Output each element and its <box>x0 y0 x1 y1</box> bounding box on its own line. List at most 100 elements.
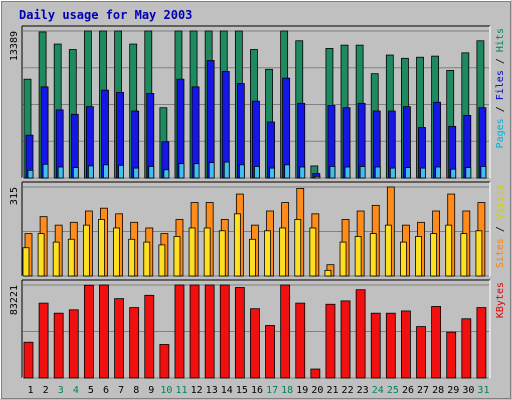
bar-pages-day-15 <box>238 164 245 179</box>
bar-kbytes-day-4 <box>68 309 79 379</box>
bar-kbytes-day-18 <box>280 284 291 379</box>
bar-pages-day-19 <box>299 166 306 179</box>
day-label-31: 31 <box>477 385 489 396</box>
bar-kbytes-day-10 <box>159 344 170 379</box>
bar-pages-day-6 <box>103 164 109 179</box>
bar-pages-day-9 <box>148 166 155 179</box>
bar-pages-day-2 <box>42 163 49 179</box>
bar-sites-day-23 <box>354 236 362 277</box>
bar-kbytes-day-6 <box>99 284 109 379</box>
bar-kbytes-day-5 <box>83 284 94 379</box>
day-label-13: 13 <box>206 385 218 396</box>
day-label-8: 8 <box>133 385 139 396</box>
panel-visits: 315 Sites / Visits <box>9 181 506 277</box>
bar-sites-day-15 <box>233 213 241 277</box>
bar-sites-day-30 <box>460 233 468 277</box>
bar-pages-day-3 <box>57 166 64 179</box>
day-label-7: 7 <box>118 385 124 396</box>
bar-sites-day-17 <box>264 230 271 277</box>
bar-sites-day-5 <box>82 224 90 277</box>
day-label-27: 27 <box>417 385 429 396</box>
bar-kbytes-day-15 <box>234 287 245 379</box>
panel-traffic-legend-part: / <box>495 52 506 70</box>
bar-kbytes-day-25 <box>385 312 396 379</box>
bar-files-day-11 <box>176 78 185 179</box>
panel-traffic: 13389 Pages / Files / Hits <box>9 25 506 179</box>
bar-sites-day-31 <box>475 230 483 277</box>
bar-kbytes-day-28 <box>431 306 442 379</box>
day-label-25: 25 <box>387 385 399 396</box>
bar-sites-day-24 <box>369 233 377 277</box>
bar-pages-day-16 <box>254 166 260 179</box>
bar-pages-day-21 <box>329 166 336 179</box>
panel-traffic-legend-part: Hits <box>495 28 506 52</box>
bar-kbytes-day-8 <box>129 307 140 379</box>
bar-sites-day-28 <box>430 233 438 277</box>
bar-pages-day-30 <box>465 167 472 179</box>
bar-pages-day-14 <box>223 161 230 179</box>
panel-traffic-legend-part: Files <box>495 70 506 100</box>
day-label-3: 3 <box>58 385 64 396</box>
bar-sites-day-1 <box>22 247 30 277</box>
bar-pages-day-1 <box>27 169 34 179</box>
bar-pages-day-11 <box>178 163 185 179</box>
bar-sites-day-8 <box>128 238 136 277</box>
day-label-19: 19 <box>296 385 308 396</box>
bar-sites-day-21 <box>324 269 332 277</box>
bar-pages-day-27 <box>420 167 426 179</box>
day-label-5: 5 <box>88 385 94 396</box>
bar-sites-day-6 <box>98 219 105 277</box>
bar-kbytes-day-24 <box>370 312 381 379</box>
day-label-2: 2 <box>43 385 49 396</box>
day-label-1: 1 <box>28 385 34 396</box>
bar-kbytes-day-26 <box>401 310 411 379</box>
bar-sites-day-2 <box>37 233 45 277</box>
bar-sites-day-20 <box>309 227 317 277</box>
bar-pages-day-24 <box>374 166 381 179</box>
day-label-11: 11 <box>175 385 187 396</box>
panel-kbytes-max-label: 83221 <box>9 285 20 315</box>
day-label-10: 10 <box>160 385 172 396</box>
bar-pages-day-12 <box>193 163 200 179</box>
panel-kbytes: 83221 KBytes <box>9 279 506 379</box>
bar-kbytes-day-19 <box>295 302 306 379</box>
bar-pages-day-25 <box>389 167 396 179</box>
panel-kbytes-legend: KBytes <box>495 282 506 318</box>
panel-traffic-legend: Pages / Files / Hits <box>495 28 506 148</box>
bar-pages-day-4 <box>72 167 79 179</box>
bar-kbytes-day-22 <box>340 300 351 379</box>
bar-pages-day-29 <box>450 168 457 179</box>
bar-pages-day-10 <box>163 169 170 179</box>
panel-kbytes-legend-part: KBytes <box>495 282 506 318</box>
bar-kbytes-day-2 <box>38 302 49 379</box>
bar-sites-day-10 <box>158 244 166 277</box>
bar-kbytes-day-30 <box>461 318 472 379</box>
bar-files-day-9 <box>146 93 155 179</box>
bar-sites-day-3 <box>52 241 60 277</box>
bar-pages-day-20 <box>314 175 321 179</box>
panel-visits-max-label: 315 <box>9 187 20 205</box>
bar-pages-day-22 <box>344 166 351 179</box>
bar-pages-day-23 <box>359 166 366 179</box>
bar-sites-day-14 <box>218 230 226 277</box>
bar-pages-day-18 <box>284 164 291 179</box>
panel-traffic-legend-part: / <box>495 100 506 118</box>
bar-kbytes-day-13 <box>204 284 215 379</box>
bar-sites-day-4 <box>67 238 75 277</box>
day-label-20: 20 <box>311 385 323 396</box>
chart-title: Daily usage for May 2003 <box>19 8 192 22</box>
bar-pages-day-5 <box>87 165 94 179</box>
bar-sites-day-9 <box>143 241 151 277</box>
bar-kbytes-day-20 <box>310 368 321 379</box>
bar-pages-day-8 <box>133 167 140 179</box>
day-label-29: 29 <box>447 385 459 396</box>
bar-pages-day-7 <box>118 164 124 179</box>
bar-kbytes-day-29 <box>446 331 457 379</box>
bar-sites-day-27 <box>415 236 422 277</box>
bar-pages-day-13 <box>208 162 215 179</box>
bar-kbytes-day-9 <box>144 294 155 379</box>
bar-kbytes-day-12 <box>189 284 200 379</box>
bar-sites-day-12 <box>188 227 196 277</box>
